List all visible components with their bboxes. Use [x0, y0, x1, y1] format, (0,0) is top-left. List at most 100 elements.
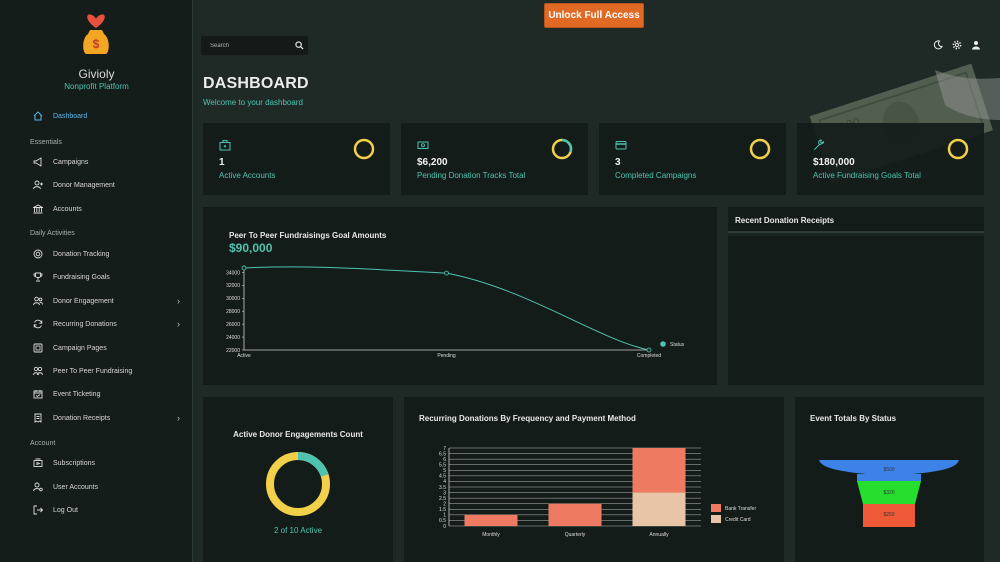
- user-icon[interactable]: [971, 40, 981, 50]
- brand-subtitle: Nonprofit Platform: [64, 82, 129, 91]
- y-tick-label: 5.5: [439, 463, 446, 469]
- section-essentials: Essentials: [30, 139, 62, 146]
- page-icon: [33, 343, 43, 353]
- target-icon: [33, 249, 43, 259]
- sidebar-item-donor-management[interactable]: Donor Management: [0, 175, 193, 195]
- y-tick-label: 1.5: [439, 507, 446, 513]
- sidebar-item-donation-tracking[interactable]: Donation Tracking: [0, 244, 193, 264]
- page-title: DASHBOARD: [203, 75, 309, 92]
- receipt-icon: [33, 413, 43, 423]
- sidebar-item-recurring-donations[interactable]: Recurring Donations ›: [0, 314, 193, 334]
- funnel-segment: [863, 504, 915, 527]
- y-tick-label: 0.5: [439, 518, 446, 524]
- funnel-segment: [857, 474, 921, 481]
- stat-value: $180,000: [813, 157, 855, 168]
- sidebar: $ Givioly Nonprofit Platform Dashboard E…: [0, 0, 193, 562]
- x-tick-label: Completed: [637, 353, 661, 359]
- peer-line-chart: 22000 24000 26000 28000 30000 32000 34000 Activ…: [226, 265, 685, 359]
- page-subtitle: Welcome to your dashboard: [203, 98, 303, 107]
- y-tick-label: 28000: [226, 309, 240, 315]
- stat-value: 1: [219, 157, 225, 168]
- sidebar-item-label: Campaign Pages: [53, 344, 107, 352]
- y-tick-label: 2.5: [439, 496, 446, 502]
- sidebar-item-label: Accounts: [53, 205, 82, 213]
- subscription-icon: [33, 458, 43, 468]
- sidebar-item-donor-engagement[interactable]: Donor Engagement ›: [0, 291, 193, 311]
- sidebar-item-label: Peer To Peer Fundraising: [53, 367, 133, 375]
- y-tick-label: 0: [443, 524, 446, 530]
- recent-receipts-card: Recent Donation Receipts: [728, 207, 984, 385]
- x-tick-label: Monthly: [482, 532, 500, 538]
- briefcase-icon: [219, 140, 231, 151]
- brand-name: Givioly: [78, 67, 115, 81]
- data-point: [444, 270, 449, 276]
- stat-card-completed-campaigns: 3 Completed Campaigns: [599, 123, 786, 195]
- y-tick-label: 3.5: [439, 485, 446, 491]
- y-tick-label: 30000: [226, 296, 240, 302]
- donut-active-segment: [266, 452, 330, 516]
- recurring-donations-card: Recurring Donations By Frequency and Pay…: [404, 397, 784, 562]
- x-tick-label: Pending: [437, 353, 456, 359]
- sidebar-item-fundraising-goals[interactable]: Fundraising Goals: [0, 267, 193, 287]
- user-group-icon: [33, 296, 43, 306]
- sidebar-item-label: Donor Management: [53, 181, 115, 189]
- wrench-icon: [813, 139, 825, 151]
- stat-card-fundraising-goals: $180,000 Active Fundraising Goals Total: [797, 123, 984, 195]
- sidebar-item-peer-to-peer[interactable]: Peer To Peer Fundraising: [0, 361, 193, 381]
- unlock-full-access-button[interactable]: Unlock Full Access: [544, 3, 644, 28]
- data-point: [241, 265, 247, 271]
- funnel-label: $250: [883, 512, 894, 518]
- stat-card-pending-donations: $6,200 Pending Donation Tracks Total: [401, 123, 588, 195]
- sidebar-item-event-ticketing[interactable]: Event Ticketing: [0, 384, 193, 404]
- x-tick-label: Active: [237, 353, 251, 359]
- legend-label: Bank Transfer: [725, 506, 756, 512]
- sidebar-item-label: Donor Engagement: [53, 297, 114, 305]
- funnel-segment: [819, 460, 959, 474]
- y-tick-label: 1: [443, 513, 446, 519]
- y-tick-label: 22000: [226, 348, 240, 354]
- y-tick-label: 4: [443, 479, 446, 485]
- stat-value: 3: [615, 157, 621, 168]
- user-cog-icon: [33, 482, 43, 492]
- search-box: [201, 36, 308, 55]
- engagement-caption: 2 of 10 Active: [273, 526, 323, 535]
- sidebar-item-log-out[interactable]: Log Out: [0, 500, 193, 520]
- engagement-title: Active Donor Engagements Count: [233, 430, 363, 439]
- sidebar-item-label: Log Out: [53, 506, 78, 514]
- stat-label: Active Accounts: [219, 171, 276, 180]
- bar-bank-transfer: [632, 448, 686, 493]
- funnel-segment: [857, 481, 921, 504]
- y-tick-label: 34000: [226, 270, 240, 276]
- recurring-bar-chart: 00.511.522.533.544.555.566.57 Monthly Quar…: [439, 446, 756, 538]
- search-icon[interactable]: [295, 41, 304, 50]
- sidebar-item-accounts[interactable]: Accounts: [0, 199, 193, 219]
- progress-ring: [551, 138, 573, 160]
- event-totals-card: Event Totals By Status $500 $320 $250: [795, 397, 984, 562]
- progress-ring: [947, 138, 969, 160]
- stat-label: Active Fundraising Goals Total: [813, 171, 921, 180]
- sidebar-item-donation-receipts[interactable]: Donation Receipts ›: [0, 408, 193, 428]
- sidebar-item-label: Fundraising Goals: [53, 273, 110, 281]
- section-daily: Daily Activities: [30, 230, 75, 237]
- y-tick-label: 32000: [226, 283, 240, 289]
- search-input[interactable]: [201, 36, 291, 55]
- calendar-icon: [33, 389, 43, 399]
- dark-mode-icon[interactable]: [933, 40, 943, 50]
- y-tick-label: 5: [443, 468, 446, 474]
- y-tick-label: 26000: [226, 322, 240, 328]
- legend-swatch: [711, 515, 721, 523]
- settings-icon[interactable]: [952, 40, 962, 50]
- home-icon: [33, 111, 43, 121]
- data-point: [646, 347, 652, 353]
- peer-fundraising-chart-card: Peer To Peer Fundraisings Goal Amounts $…: [203, 207, 717, 385]
- y-tick-label: 3: [443, 490, 446, 496]
- sidebar-item-label: Donation Receipts: [53, 414, 111, 422]
- sidebar-item-dashboard[interactable]: Dashboard: [0, 106, 193, 126]
- chart-title: Peer To Peer Fundraisings Goal Amounts: [229, 231, 387, 240]
- sidebar-item-campaign-pages[interactable]: Campaign Pages: [0, 338, 193, 358]
- sidebar-item-campaigns[interactable]: Campaigns: [0, 152, 193, 172]
- sidebar-item-user-accounts[interactable]: User Accounts: [0, 477, 193, 497]
- card-icon: [615, 141, 627, 150]
- sidebar-item-subscriptions[interactable]: Subscriptions: [0, 453, 193, 473]
- stat-card-active-accounts: 1 Active Accounts: [203, 123, 390, 195]
